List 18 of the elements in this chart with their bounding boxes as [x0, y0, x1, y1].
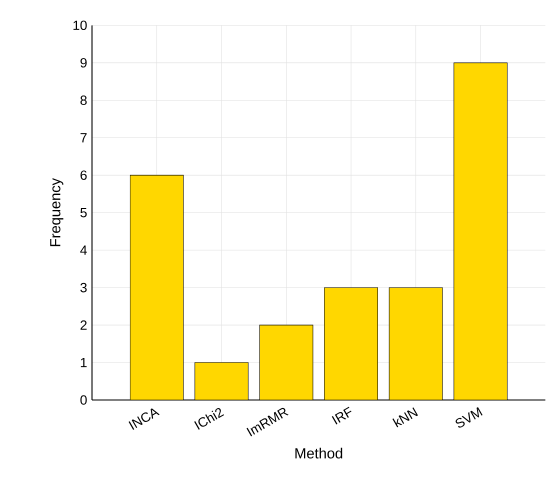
y-tick-label: 1 [80, 358, 87, 368]
x-axis-title: Method [295, 448, 342, 459]
x-tick-label: IRF [332, 406, 352, 425]
y-tick-label: 5 [80, 208, 87, 218]
y-tick-label: 10 [73, 20, 87, 30]
y-tick-label: 9 [80, 58, 87, 68]
y-tick-label: 7 [80, 133, 87, 142]
x-tick-label: IChi2 [194, 408, 224, 430]
x-tick-label: kNN [392, 407, 418, 428]
x-tick-label: SVM [456, 407, 483, 428]
y-tick-label: 3 [80, 282, 87, 292]
y-tick-label: 4 [80, 246, 87, 255]
y-tick-label: 0 [80, 395, 87, 405]
x-tick-label: INCA [128, 408, 160, 430]
y-tick-label: 6 [80, 170, 87, 180]
y-axis-title: Frequency [50, 178, 64, 246]
y-tick-label: 8 [80, 96, 87, 105]
y-tick-label: 2 [80, 320, 87, 330]
